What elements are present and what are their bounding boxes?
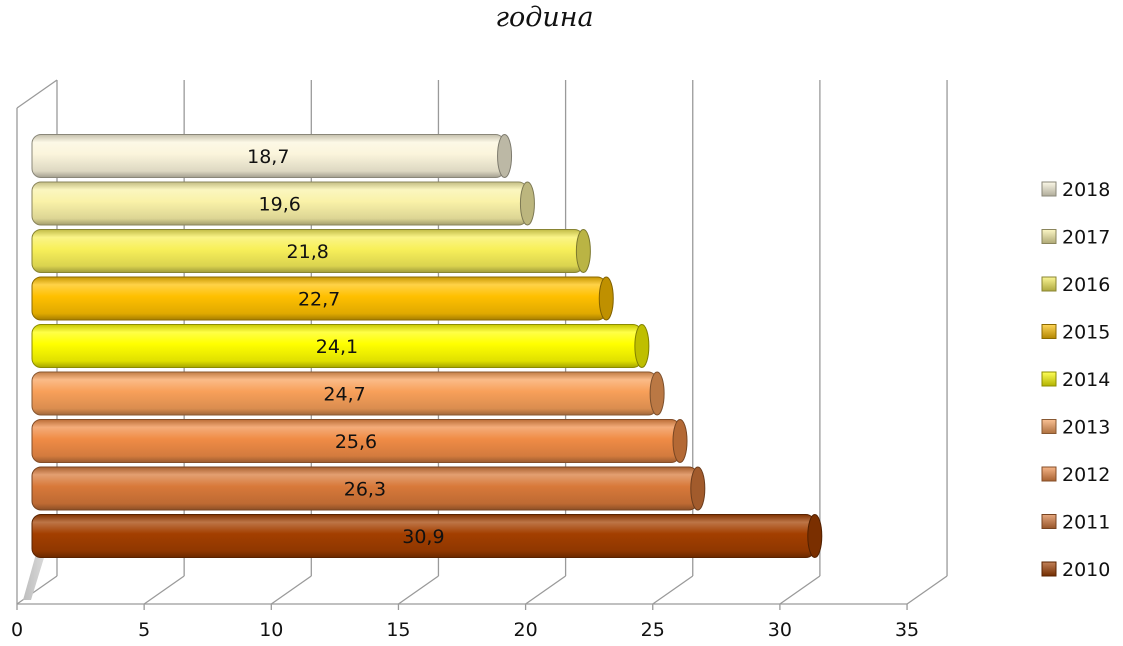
data-label: 24,1 (316, 336, 358, 358)
floor-gridline (143, 575, 185, 605)
legend-swatch (1041, 466, 1057, 482)
data-label: 18,7 (247, 146, 289, 168)
x-tick-label: 35 (895, 619, 919, 641)
bar-end-cap (598, 276, 614, 321)
bar-end-cap (519, 181, 535, 226)
x-tick-label: 30 (768, 619, 792, 641)
x-tick-label: 20 (514, 619, 538, 641)
data-label: 26,3 (344, 479, 386, 501)
floor-gridline (652, 575, 694, 605)
bar-end-cap (575, 229, 591, 273)
bar-end-cap (497, 134, 513, 178)
floor-gridline (398, 575, 439, 605)
legend-swatch (1041, 371, 1057, 387)
data-label: 30,9 (402, 526, 444, 548)
floor-gridline (779, 575, 821, 605)
chart-title: година (495, 2, 594, 33)
legend-label: 2016 (1062, 274, 1110, 296)
data-label: 25,6 (335, 431, 377, 453)
legend-swatch (1041, 561, 1057, 577)
legend-swatch (1041, 229, 1057, 244)
x-tick-label: 25 (641, 619, 665, 641)
side-wall-top (16, 79, 58, 109)
data-label: 24,7 (323, 384, 365, 406)
legend-label: 2015 (1062, 322, 1110, 344)
legend-swatch (1041, 514, 1057, 529)
legend-swatch (1041, 181, 1057, 197)
floor-gridline (270, 575, 312, 605)
data-label: 22,7 (298, 289, 340, 311)
legend-label: 2010 (1062, 559, 1110, 581)
floor-gridline (525, 575, 566, 605)
legend-label: 2018 (1062, 179, 1110, 201)
legend-swatch (1041, 419, 1057, 434)
floor-gridline (906, 575, 948, 605)
data-label: 19,6 (259, 194, 301, 216)
x-tick-label: 15 (386, 619, 410, 641)
bar-end-cap (634, 324, 650, 368)
legend-label: 2013 (1062, 417, 1110, 439)
x-tick-label: 0 (11, 619, 23, 641)
legend-label: 2012 (1062, 464, 1110, 486)
bar-end-cap (649, 371, 665, 416)
bar-end-cap (690, 466, 706, 511)
legend-swatch (1041, 324, 1057, 339)
bar-end-cap (672, 419, 688, 463)
legend-swatch (1041, 276, 1057, 292)
legend-label: 2011 (1062, 512, 1110, 534)
bar-end-cap (807, 514, 823, 558)
data-label: 21,8 (287, 241, 329, 263)
legend-label: 2014 (1062, 369, 1110, 391)
legend-label: 2017 (1062, 227, 1110, 249)
x-tick-label: 10 (259, 619, 283, 641)
x-tick-label: 5 (138, 619, 150, 641)
